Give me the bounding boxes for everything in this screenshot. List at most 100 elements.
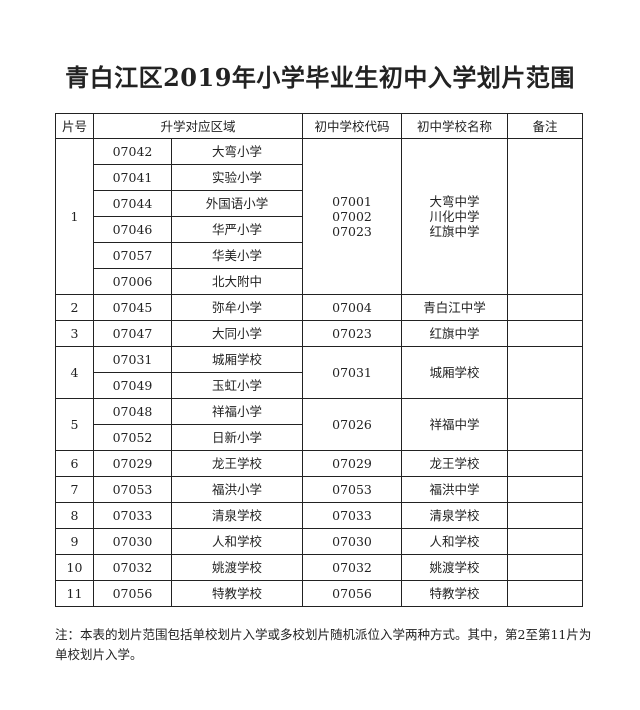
remark [507,320,584,347]
primary-code: 07042 [93,138,172,165]
middle-school-codes: 07032 [302,554,403,581]
middle-school-name: 龙王学校 [429,456,480,471]
middle-school-name: 祥福中学 [429,417,480,432]
primary-name: 大弯小学 [170,138,304,165]
primary-name: 龙王学校 [170,450,304,477]
middle-school-names: 清泉学校 [401,502,509,529]
middle-school-codes: 07030 [302,528,403,555]
header-remark: 备注 [507,113,584,139]
remark [507,528,584,555]
header-code: 初中学校代码 [302,113,403,139]
middle-school-codes: 07033 [302,502,403,529]
primary-code: 07056 [93,580,172,607]
middle-school-name: 姚渡学校 [429,560,480,575]
remark [507,294,584,321]
primary-code: 07052 [93,424,172,451]
middle-school-name: 城厢学校 [429,365,480,380]
header-area: 升学对应区域 [92,113,304,139]
table-row: 9 07030 人和学校 07030 人和学校 [55,528,584,555]
primary-code: 07041 [93,164,172,191]
middle-school-name: 人和学校 [429,534,480,549]
piece-number: 11 [55,580,94,607]
primary-code: 07049 [93,372,172,399]
primary-code: 07006 [93,268,172,295]
middle-school-codes: 07001 07002 07023 [302,138,403,295]
middle-school-names: 特教学校 [401,580,509,607]
table-row: 4 07031 城厢学校 07031 城厢学校 [55,346,584,399]
middle-school-code: 07053 [332,482,372,497]
middle-school-codes: 07026 [302,398,403,451]
primary-name: 外国语小学 [170,190,304,217]
primary-name: 祥福小学 [170,398,304,425]
primary-name: 华美小学 [170,242,304,269]
middle-school-code: 07033 [332,508,372,523]
primary-name: 华严小学 [170,216,304,243]
primary-code: 07031 [93,346,172,373]
middle-school-name: 红旗中学 [429,224,480,239]
piece-number: 1 [55,138,94,295]
primary-name: 特教学校 [170,580,304,607]
primary-name: 弥牟小学 [170,294,304,321]
middle-school-name: 清泉学校 [429,508,480,523]
header-piece: 片号 [55,113,94,139]
middle-school-name: 川化中学 [429,209,480,224]
remark [507,450,584,477]
remark [507,502,584,529]
middle-school-name: 红旗中学 [429,326,480,341]
middle-school-names: 人和学校 [401,528,509,555]
primary-code: 07044 [93,190,172,217]
piece-number: 7 [55,476,94,503]
primary-code: 07030 [93,528,172,555]
piece-number: 4 [55,346,94,399]
piece-number: 10 [55,554,94,581]
middle-school-codes: 07053 [302,476,403,503]
primary-name: 城厢学校 [170,346,304,373]
middle-school-names: 福洪中学 [401,476,509,503]
piece-number: 9 [55,528,94,555]
primary-code: 07033 [93,502,172,529]
table-row: 10 07032 姚渡学校 07032 姚渡学校 [55,554,584,581]
table-row: 07044 外国语小学 [56,190,583,217]
remark [507,138,584,295]
middle-school-names: 城厢学校 [401,346,509,399]
middle-school-code: 07023 [332,326,372,341]
remark [507,580,584,607]
middle-school-names: 大弯中学 川化中学 红旗中学 [401,138,509,295]
remark [507,346,584,399]
table-row: 11 07056 特教学校 07056 特教学校 [55,580,584,607]
primary-name: 日新小学 [170,424,304,451]
table-row: 07046 华严小学 [56,216,583,243]
footnote: 注：本表的划片范围包括单校划片入学或多校划片随机派位入学两种方式。其中，第2至第… [55,627,592,662]
table-row: 07057 华美小学 [56,242,583,269]
primary-name: 实验小学 [170,164,304,191]
middle-school-code: 07031 [332,365,372,380]
middle-school-code: 07030 [332,534,372,549]
middle-school-code: 07004 [332,300,372,315]
primary-name: 北大附中 [170,268,304,295]
primary-code: 07029 [93,450,172,477]
primary-name: 大同小学 [170,320,304,347]
table-row: 3 07047 大同小学 07023 红旗中学 [55,320,584,347]
middle-school-codes: 07056 [302,580,403,607]
table-row: 8 07033 清泉学校 07033 清泉学校 [55,502,584,529]
middle-school-code: 07029 [332,456,372,471]
middle-school-names: 祥福中学 [401,398,509,451]
remark [507,554,584,581]
primary-code: 07046 [93,216,172,243]
table-row: 07052 日新小学 [56,424,583,451]
middle-school-names: 姚渡学校 [401,554,509,581]
table-row: 07006 北大附中 [56,268,583,295]
middle-school-codes: 07004 [302,294,403,321]
piece-number: 2 [55,294,94,321]
table-row: 07041 实验小学 [56,164,583,191]
middle-school-code: 07056 [332,586,372,601]
middle-school-codes: 07029 [302,450,403,477]
remark [507,398,584,451]
middle-school-code: 07026 [332,417,372,432]
primary-name: 人和学校 [170,528,304,555]
primary-code: 07047 [93,320,172,347]
middle-school-names: 红旗中学 [401,320,509,347]
middle-school-name: 大弯中学 [429,194,480,209]
primary-code: 07048 [93,398,172,425]
middle-school-code: 07001 [332,194,372,209]
